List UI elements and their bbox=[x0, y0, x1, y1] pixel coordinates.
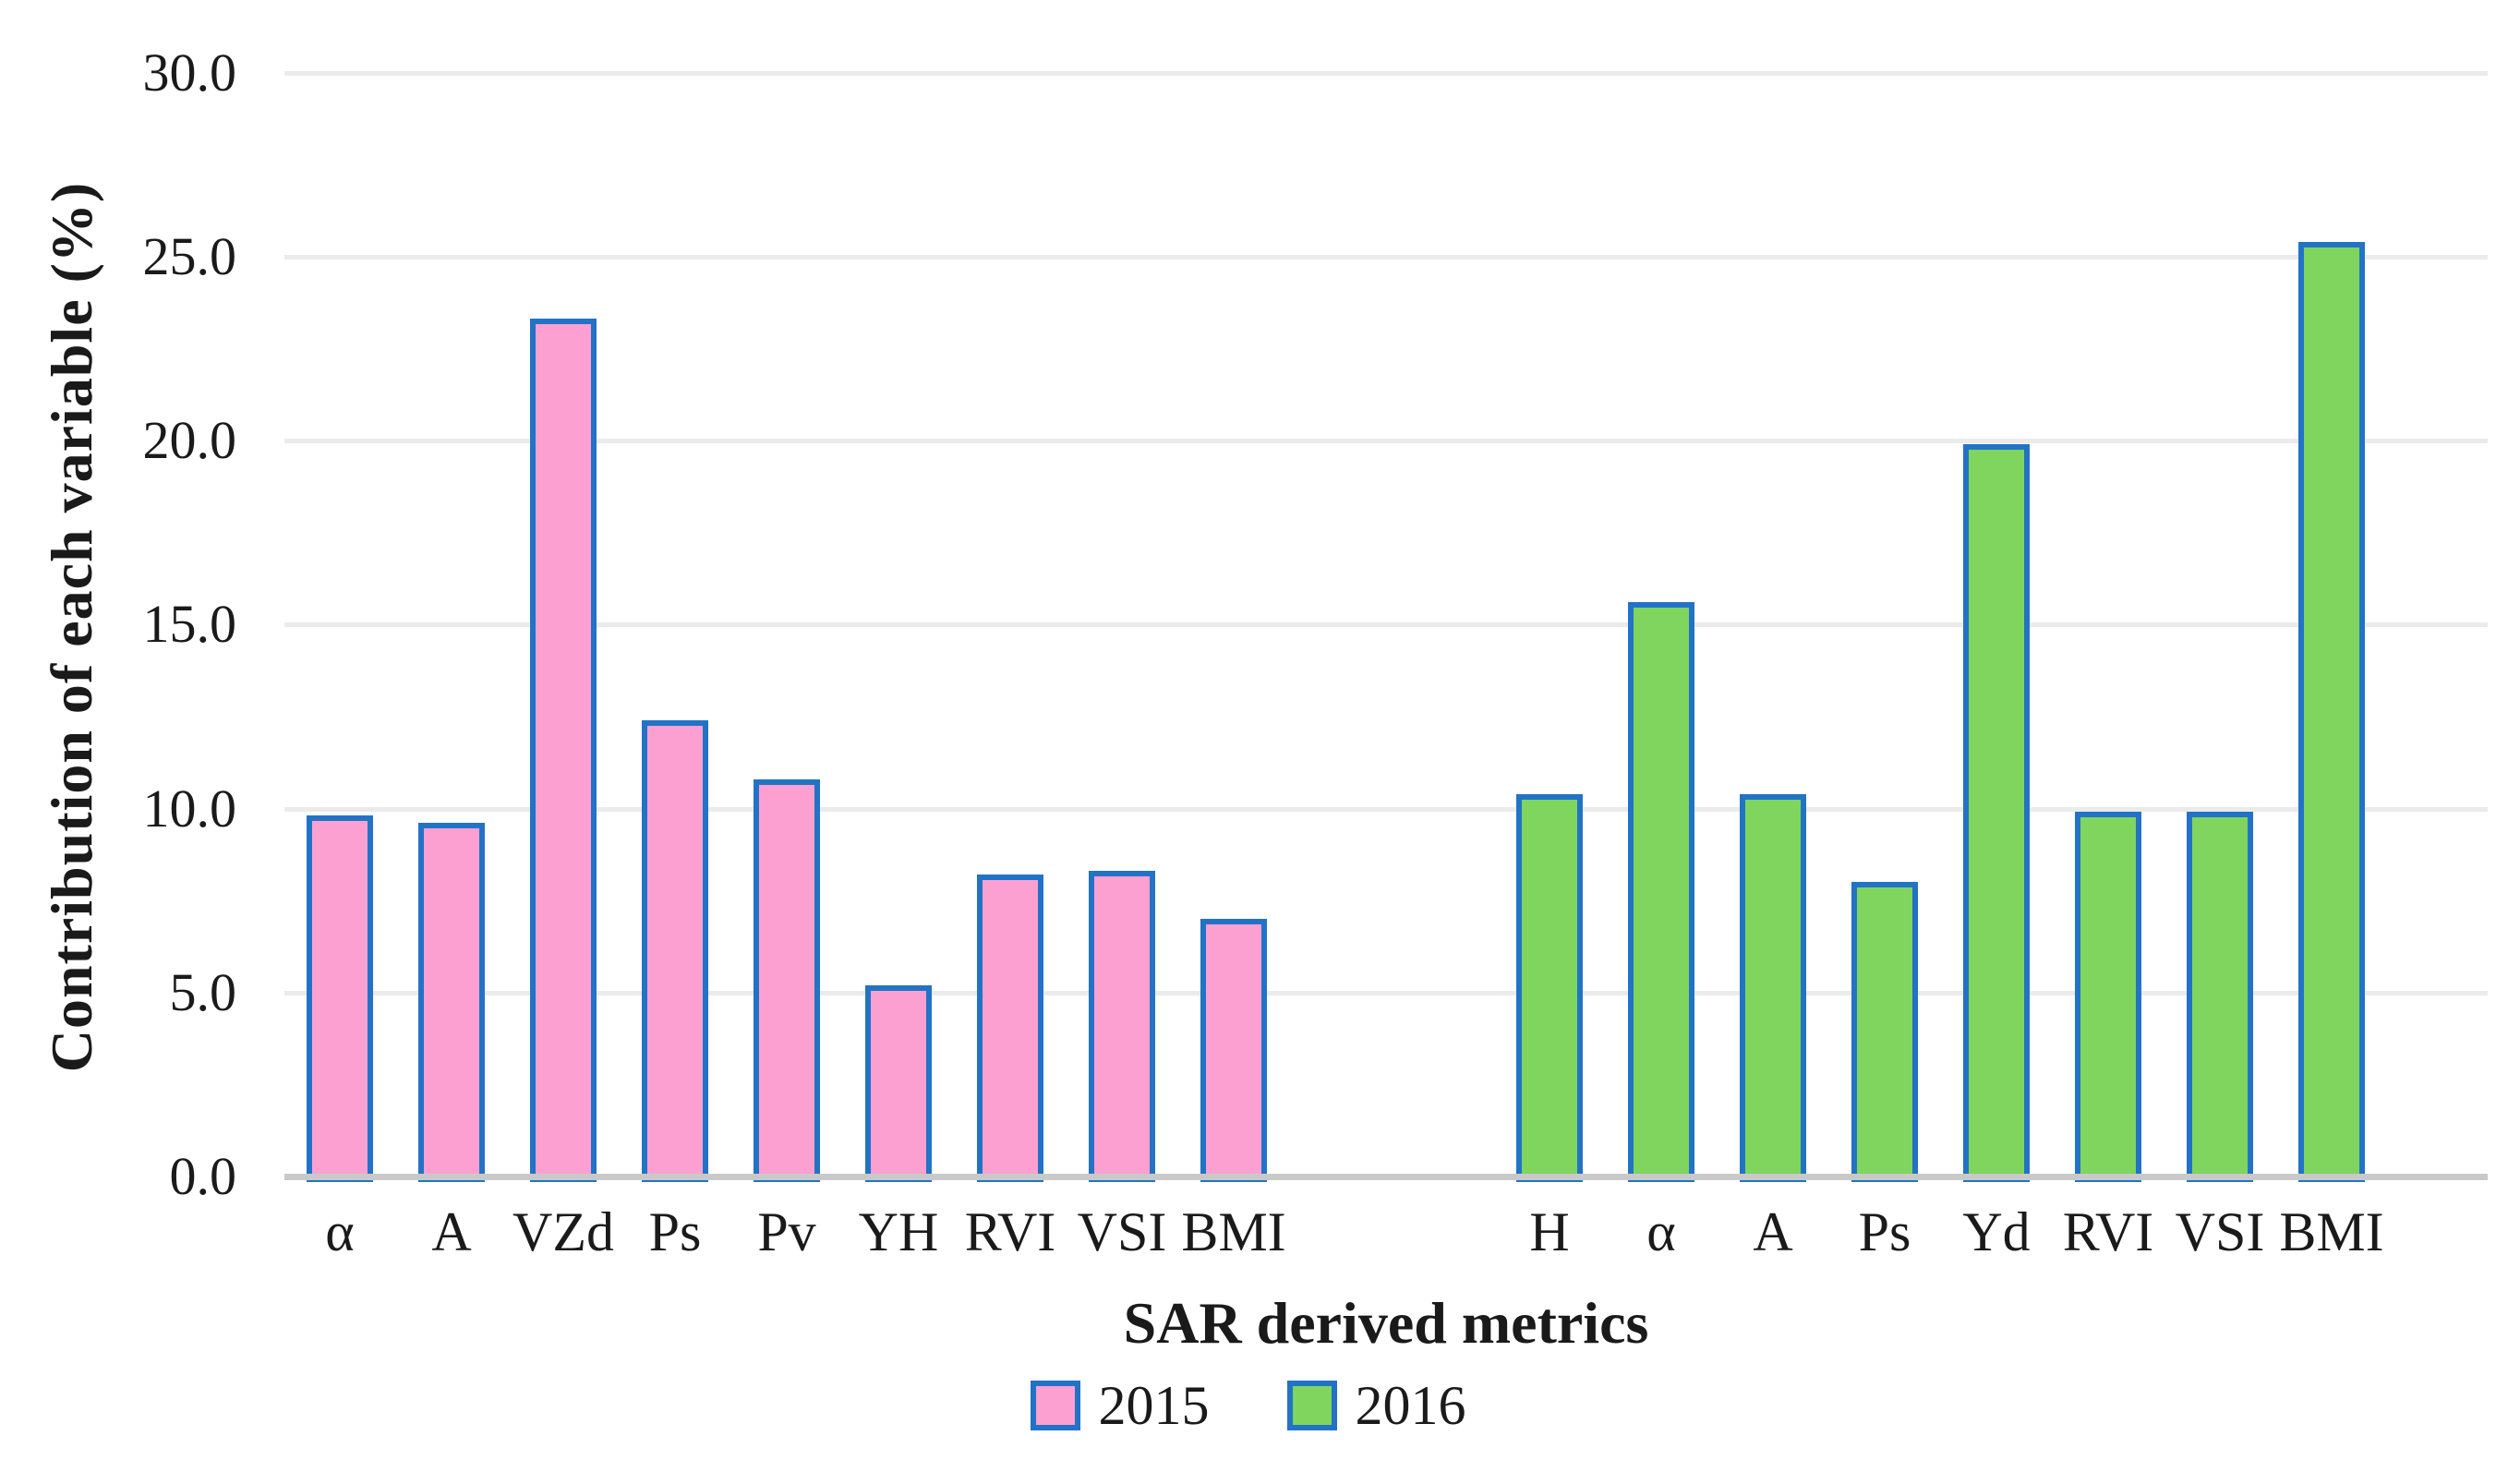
x-tick-label-2016-Yd: Yd bbox=[1962, 1201, 2031, 1262]
bar-2016-BMI bbox=[2298, 241, 2365, 1182]
y-tick-label-0: 0.0 bbox=[169, 1146, 237, 1206]
bar-2016-H bbox=[1516, 793, 1583, 1182]
bar-2015-VSI bbox=[1089, 871, 1155, 1182]
bar-2016-VSI bbox=[2187, 812, 2253, 1182]
x-tick-label-2015-Pv: Pv bbox=[757, 1201, 816, 1262]
legend-item-2016: 2016 bbox=[1286, 1375, 1466, 1436]
legend-label-2015: 2015 bbox=[1098, 1375, 1210, 1436]
x-tick-label-2015-A: A bbox=[431, 1201, 472, 1262]
x-tick-label-2016-A: A bbox=[1753, 1201, 1793, 1262]
x-tick-label-2015-VZd: VZd bbox=[512, 1201, 614, 1262]
bar-2015-Pv bbox=[754, 778, 820, 1182]
x-tick-label-2015-BMI: BMI bbox=[1181, 1201, 1286, 1262]
x-tick-label-2016-Ps: Ps bbox=[1858, 1201, 1911, 1262]
gridline-30 bbox=[284, 70, 2488, 76]
x-tick-label-2015-VSI: VSI bbox=[1077, 1201, 1167, 1262]
bar-2015-YH bbox=[865, 984, 932, 1182]
bar-2016-Yd bbox=[1963, 443, 2030, 1182]
y-tick-label-25: 25.0 bbox=[142, 225, 237, 286]
bar-2016-A bbox=[1740, 793, 1806, 1182]
y-tick-label-30: 30.0 bbox=[142, 42, 237, 103]
x-tick-label-2016-H: H bbox=[1529, 1201, 1570, 1262]
x-axis-line bbox=[284, 1174, 2488, 1180]
x-tick-label-2016-VSI: VSI bbox=[2175, 1201, 2265, 1262]
gridline-25 bbox=[284, 254, 2488, 259]
x-tick-label-2016-BMI: BMI bbox=[2279, 1201, 2384, 1262]
bar-2015-Ps bbox=[642, 719, 708, 1182]
bar-2016-α bbox=[1628, 602, 1694, 1182]
y-tick-label-15: 15.0 bbox=[142, 594, 237, 655]
gridline-15 bbox=[284, 622, 2488, 628]
legend-swatch-2015 bbox=[1030, 1381, 1080, 1430]
legend: 2015 2016 bbox=[0, 1378, 2496, 1433]
x-tick-label-2016-RVI: RVI bbox=[2062, 1201, 2154, 1262]
legend-label-2016: 2016 bbox=[1355, 1375, 1466, 1436]
gridline-20 bbox=[284, 439, 2488, 443]
bar-2015-α bbox=[307, 815, 373, 1182]
bar-2015-BMI bbox=[1200, 919, 1267, 1182]
bar-2015-RVI bbox=[977, 875, 1043, 1182]
bar-2015-A bbox=[418, 823, 485, 1182]
x-tick-label-2015-Ps: Ps bbox=[648, 1201, 702, 1262]
legend-swatch-2016 bbox=[1286, 1381, 1337, 1430]
gridline-10 bbox=[284, 806, 2488, 812]
legend-item-2015: 2015 bbox=[1030, 1375, 1210, 1436]
x-tick-label-2015-α: α bbox=[325, 1201, 355, 1262]
x-tick-label-2015-YH: YH bbox=[858, 1201, 939, 1262]
x-axis-title: SAR derived metrics bbox=[1123, 1290, 1649, 1356]
bar-2016-RVI bbox=[2075, 812, 2141, 1182]
y-tick-label-20: 20.0 bbox=[142, 410, 237, 470]
bar-2016-Ps bbox=[1851, 882, 1918, 1182]
bar-2015-VZd bbox=[530, 319, 597, 1182]
x-tick-label-2015-RVI: RVI bbox=[964, 1201, 1056, 1262]
gridline-5 bbox=[284, 990, 2488, 995]
x-tick-label-2016-α: α bbox=[1646, 1201, 1676, 1262]
y-tick-label-10: 10.0 bbox=[142, 778, 237, 839]
y-tick-label-5: 5.0 bbox=[169, 961, 237, 1022]
